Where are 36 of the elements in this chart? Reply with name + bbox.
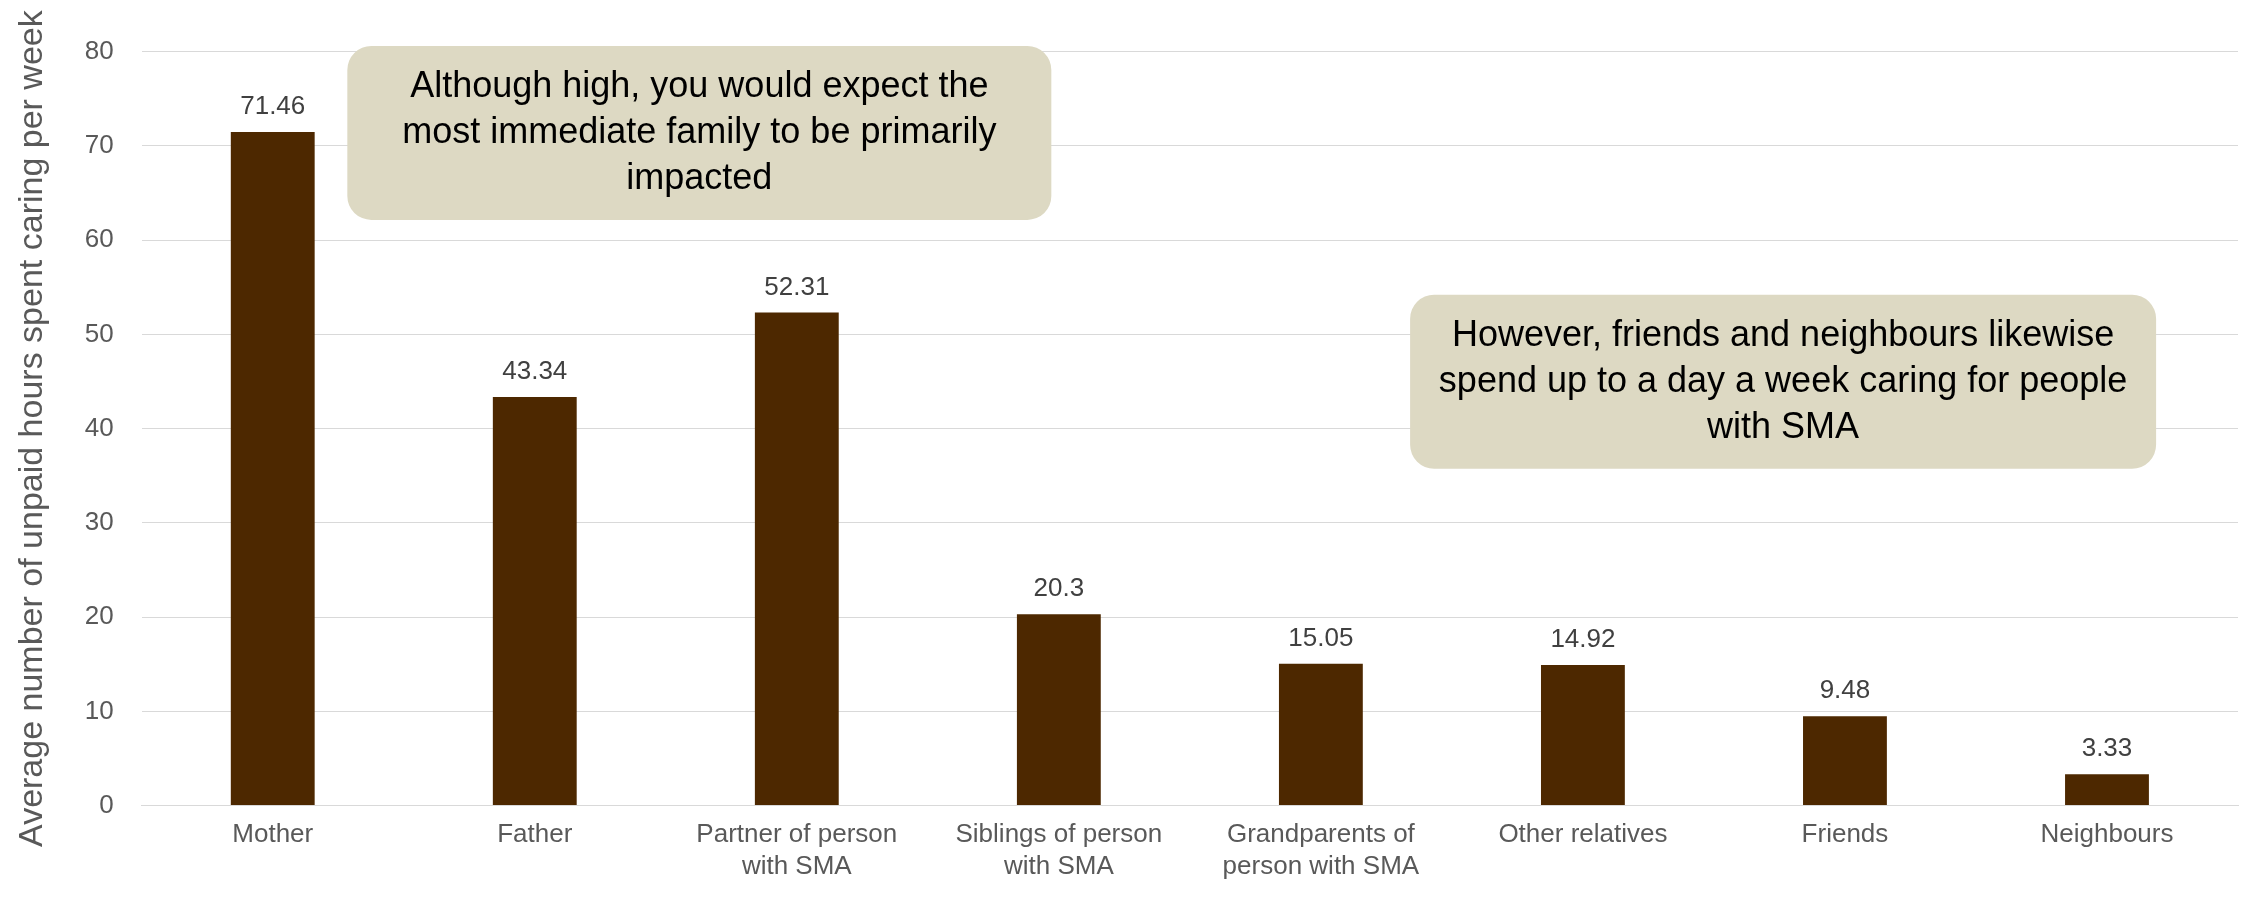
annotation: Although high, you would expect the most immediate family to be primarily impacted <box>402 63 997 197</box>
y-tick-label: 10 <box>84 694 114 725</box>
data-label: 15.05 <box>1288 621 1354 652</box>
x-tick-label: Father <box>497 818 573 849</box>
bar <box>230 132 315 806</box>
data-label: 52.31 <box>764 270 830 301</box>
data-label: 71.46 <box>240 90 306 121</box>
bar <box>1016 614 1101 806</box>
x-tick-label: Siblings of person with SMA <box>955 818 1163 880</box>
bar <box>754 312 839 806</box>
x-tick-label: Mother <box>232 818 314 849</box>
annotation: However, friends and neighbours likewise spend up to a day a week caring for people with SMA <box>1438 312 2128 446</box>
x-tick-label: Friends <box>1801 818 1889 849</box>
y-tick-label: 80 <box>84 34 114 65</box>
y-tick-label: 40 <box>84 411 114 442</box>
x-tick-label: Grandparents of person with SMA <box>1222 818 1420 880</box>
y-tick-label: 0 <box>99 788 114 819</box>
x-tick-label: Partner of person with SMA <box>696 818 898 880</box>
bar <box>1278 663 1363 806</box>
data-label: 3.33 <box>2081 732 2133 763</box>
data-label: 43.34 <box>502 355 568 386</box>
y-tick-label: 70 <box>84 129 114 160</box>
y-tick-label: 20 <box>84 600 114 631</box>
bar <box>1803 716 1887 806</box>
y-tick-label: 60 <box>84 223 114 254</box>
data-label: 14.92 <box>1550 623 1616 654</box>
bar <box>492 397 577 806</box>
x-tick-label: Other relatives <box>1498 818 1668 849</box>
data-label: 20.3 <box>1033 572 1085 603</box>
y-axis-title: Average number of unpaid hours spent caring per week <box>10 9 49 847</box>
x-tick-label: Neighbours <box>2040 818 2174 849</box>
y-tick-label: 50 <box>84 317 114 348</box>
bar <box>2065 774 2149 806</box>
bar <box>1540 664 1625 806</box>
y-tick-label: 30 <box>84 506 114 537</box>
data-label: 9.48 <box>1819 674 1871 705</box>
